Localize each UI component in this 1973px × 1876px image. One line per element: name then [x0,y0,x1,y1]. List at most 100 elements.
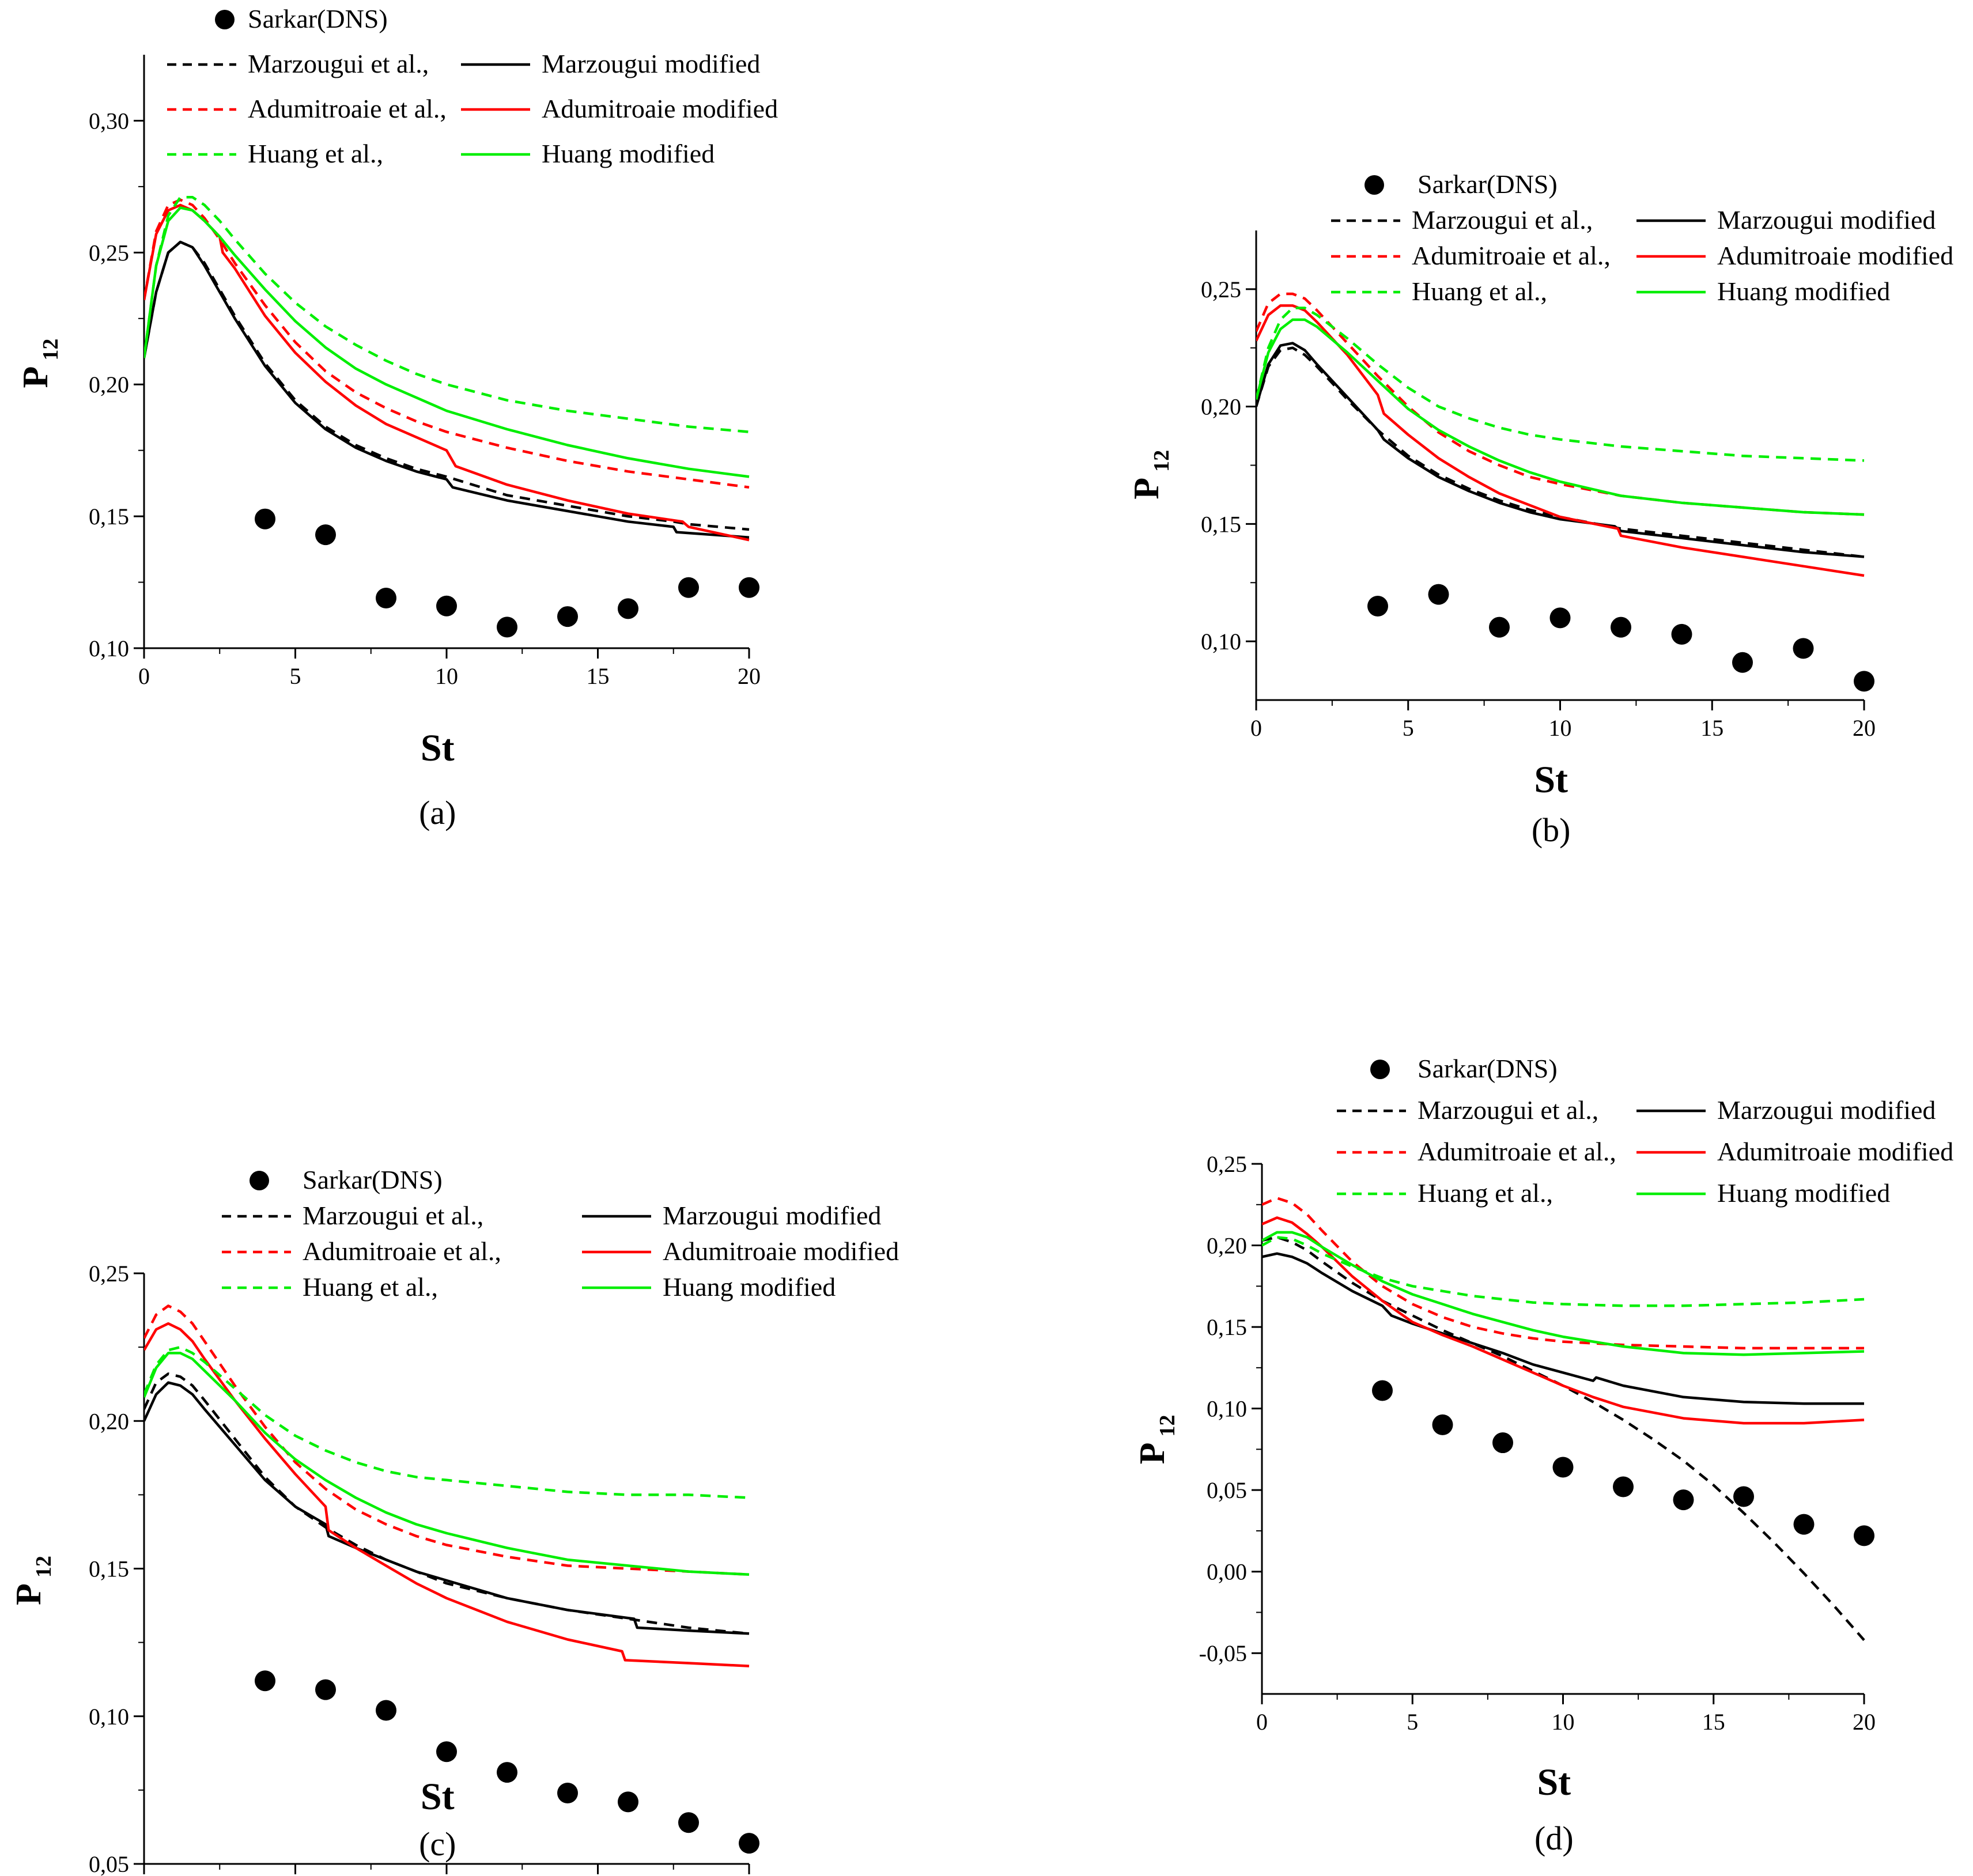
y-tick-label: 0,20 [89,372,129,398]
series-line-huang-modified [1256,318,1865,516]
dns-data-point [376,588,396,609]
legend-label-original: Adumitroaie et al., [248,94,447,123]
series-line-marzougui-et-al [1256,346,1865,558]
dns-data-point [1613,1476,1634,1497]
legend-dns-marker [1365,175,1384,195]
y-tick-label: 0,20 [1207,1233,1247,1259]
y-tick-label: 0,25 [1201,277,1241,302]
legend-label-modified: Adumitroaie modified [1717,241,1953,270]
legend-label-original: Huang et al., [1418,1178,1553,1208]
dns-data-point [1854,1525,1874,1546]
series-line-huang-et-al [144,1345,750,1499]
panel-caption: (d) [1534,1820,1574,1857]
series-line-marzougui-modified [1262,1252,1864,1405]
panel-caption: (b) [1532,811,1571,849]
dns-data-point [1492,1432,1513,1454]
legend-label-modified: Adumitroaie modified [542,94,778,123]
y-tick-label: 0,10 [89,1704,129,1730]
x-tick-label: 15 [587,663,610,689]
y-tick-label: 0,15 [1207,1314,1247,1340]
y-tick-label: 0,25 [1207,1151,1247,1177]
x-tick-label: 10 [435,663,458,689]
dns-data-point [1793,1514,1815,1535]
dns-data-point [557,1783,578,1803]
dns-data-point [255,508,275,529]
dns-data-point [678,577,699,598]
dns-data-point [1372,1380,1393,1401]
series-line-huang-et-al [1262,1236,1865,1307]
y-tick-label: 0,10 [89,636,129,661]
series-line-adumitroaie-et-al [144,198,750,489]
y-axis-title: P12 [9,1556,56,1605]
dns-data-point [1552,1457,1574,1478]
y-tick-label: 0,20 [89,1408,129,1434]
y-tick-label: 0,05 [89,1851,129,1876]
y-axis-title: P12 [1133,1414,1180,1464]
series-line-huang-modified [144,206,750,478]
x-tick-label: 15 [1700,715,1723,741]
y-tick-label: 0,15 [89,1556,129,1582]
x-tick-label: 10 [1549,715,1572,741]
series-line-huang-modified [144,1352,750,1576]
dns-data-point [436,595,457,616]
y-tick-label: 0,20 [1201,394,1241,420]
legend-dns-label: Sarkar(DNS) [1418,1054,1558,1083]
dns-data-point [1549,607,1571,629]
series-group [144,1304,750,1667]
panel-d: 0 5 10 15 20 -0,05 0,00 0,05 0,10 0,15 0,20 0,25 St P… [1133,1054,1953,1857]
series-line-adumitroaie-et-al [1262,1197,1864,1350]
x-axis-title: St [1534,759,1568,801]
legend-label-modified: Adumitroaie modified [1717,1137,1953,1166]
legend-label-modified: Huang modified [663,1272,836,1302]
x-tick-label: 0 [1256,1709,1268,1735]
dns-data-point [1732,652,1753,673]
legend-label-original: Adumitroaie et al., [1412,241,1611,270]
legend-label-original: Adumitroaie et al., [303,1236,501,1266]
panel-caption: (a) [419,794,456,831]
x-tick-label: 5 [1403,715,1414,741]
legend-label-modified: Marzougui modified [1717,1095,1936,1125]
legend-label-original: Huang et al., [1412,277,1547,306]
dns-data-point [1489,616,1510,638]
legend-label-modified: Huang modified [1717,277,1890,306]
y-axis-title: P12 [1127,450,1174,500]
y-tick-label: 0,15 [89,504,129,529]
legend-dns-marker [1370,1060,1390,1079]
y-tick-label: 0,15 [1201,511,1241,537]
dns-data-point [436,1741,457,1762]
x-tick-label: 20 [1853,1709,1876,1735]
y-tick-label: -0,05 [1199,1640,1247,1666]
x-tick-label: 20 [738,663,761,689]
panel-c: 051015200,050,100,150,200,25StP12(c)Sark… [9,1165,899,1876]
dns-data-point [739,577,759,598]
series-line-marzougui-modified [144,240,750,539]
legend-label-original: Huang et al., [303,1272,438,1302]
dns-data-point [1854,671,1874,692]
y-axis-title: P12 [16,339,63,388]
legend-label-modified: Huang modified [1717,1178,1890,1208]
dns-data-point [1671,623,1692,645]
dns-data-point [1673,1489,1694,1511]
y-axis-subscript: 12 [1155,1414,1180,1436]
dns-data-point [1367,596,1388,616]
series-line-adumitroaie-modified [144,1322,750,1667]
legend-dns-label: Sarkar(DNS) [303,1165,443,1194]
dns-data-point [315,1679,336,1700]
y-axis-subscript: 12 [1150,450,1174,472]
series-line-marzougui-et-al [1262,1236,1865,1642]
series-line-huang-et-al [144,195,750,433]
dns-data-point [739,1833,759,1854]
dns-data-point [1793,638,1814,659]
y-tick-label: 0,05 [1207,1477,1247,1503]
x-tick-label: 5 [1407,1709,1418,1735]
x-axis-title: St [1537,1761,1571,1803]
dns-data-point [618,598,638,619]
series-line-adumitroaie-et-al [144,1304,750,1576]
series-line-huang-modified [1262,1231,1865,1356]
legend-label-original: Marzougui et al., [303,1201,483,1230]
y-axis-subscript: 12 [39,339,63,361]
dns-data-point [618,1791,638,1813]
dns-data-point [1611,616,1631,638]
legend-label-original: Huang et al., [248,139,383,168]
